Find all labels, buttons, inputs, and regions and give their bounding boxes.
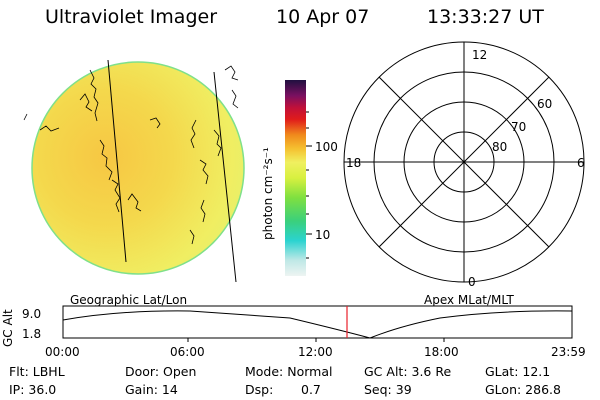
geographic-label: Geographic Lat/Lon [70, 293, 188, 307]
altitude-timeline [62, 305, 573, 342]
info-gain: Gain: 14 [125, 382, 178, 397]
lat-label-70: 70 [511, 120, 527, 134]
color-scale-bar [285, 80, 306, 276]
mlt-label-right: 6 [577, 156, 585, 170]
info-seq: Seq: 39 [364, 382, 412, 397]
timeline-xtick: 06:00 [170, 345, 205, 359]
polar-grid [343, 41, 585, 283]
date-label: 10 Apr 07 [276, 6, 370, 28]
info-gc-alt: GC Alt: 3.6 Re [364, 364, 452, 379]
mlt-label-bottom: 0 [468, 275, 476, 289]
timeline-xtick: 18:00 [424, 345, 459, 359]
mlt-label-top: 12 [472, 48, 488, 62]
apex-label: Apex MLat/MLT [424, 293, 514, 307]
meridian-line [107, 59, 127, 263]
timeline-ytick: 1.8 [22, 327, 42, 341]
colorbar-unit-label: photon cm⁻²s⁻¹ [261, 147, 275, 240]
uv-image-disk [23, 59, 245, 283]
meridian-line [213, 71, 237, 283]
info-door: Door: Open [125, 364, 197, 379]
info-ip: IP: 36.0 [9, 382, 57, 397]
colorbar-tick-label: 10 [315, 228, 331, 242]
timeline-ylabel: GC Alt [1, 309, 15, 347]
app-title: Ultraviolet Imager [45, 6, 218, 28]
coastline-overlay [23, 65, 239, 245]
lat-label-80: 80 [492, 140, 508, 154]
info-glat: GLat: 12.1 [485, 364, 551, 379]
info-dsp-value: 0.7 [301, 382, 321, 397]
info-glon: GLon: 286.8 [485, 382, 561, 397]
timeline-xtick: 23:59 [551, 345, 586, 359]
time-label: 13:33:27 UT [427, 6, 544, 28]
info-dsp-label: Dsp: [245, 382, 274, 397]
mlt-label-left: 18 [346, 156, 362, 170]
lat-label-60: 60 [537, 97, 553, 111]
colorbar-tick-label: 100 [315, 140, 338, 154]
info-filter: Flt: LBHL [9, 364, 65, 379]
timeline-xtick: 00:00 [45, 345, 80, 359]
info-mode: Mode: Normal [245, 364, 333, 379]
timeline-ytick: 9.0 [22, 307, 42, 321]
timeline-xtick: 12:00 [298, 345, 333, 359]
